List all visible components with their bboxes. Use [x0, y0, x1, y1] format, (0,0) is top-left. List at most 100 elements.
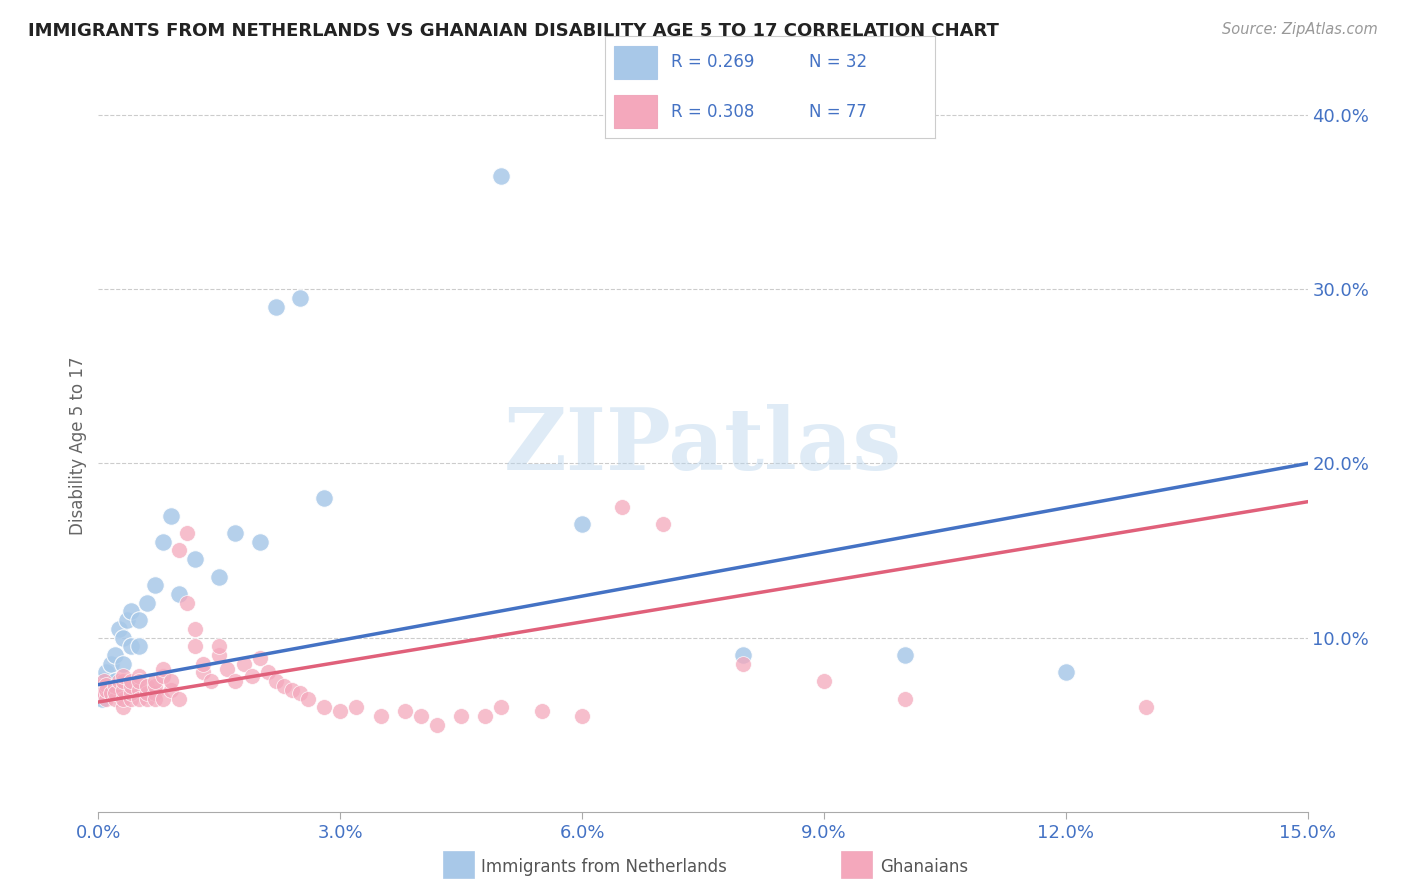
- Point: [288, 686, 311, 700]
- Point: [217, 662, 239, 676]
- Point: [100, 686, 122, 700]
- Point: [193, 665, 215, 680]
- Point: [100, 657, 122, 671]
- Point: [143, 674, 166, 689]
- Point: [96, 691, 118, 706]
- Point: [571, 517, 593, 532]
- Point: [135, 686, 157, 700]
- Point: [474, 709, 496, 723]
- Point: [491, 169, 513, 183]
- Point: [111, 700, 134, 714]
- Point: [426, 717, 449, 731]
- Point: [184, 640, 207, 654]
- Point: [135, 679, 157, 693]
- Point: [344, 700, 367, 714]
- Point: [120, 691, 142, 706]
- Point: [733, 648, 755, 662]
- Text: IMMIGRANTS FROM NETHERLANDS VS GHANAIAN DISABILITY AGE 5 TO 17 CORRELATION CHART: IMMIGRANTS FROM NETHERLANDS VS GHANAIAN …: [28, 22, 1000, 40]
- Point: [249, 534, 271, 549]
- Point: [107, 674, 129, 689]
- Point: [152, 662, 174, 676]
- Point: [1054, 665, 1077, 680]
- Point: [167, 543, 190, 558]
- Point: [224, 526, 246, 541]
- Point: [273, 679, 295, 693]
- Point: [651, 517, 673, 532]
- Point: [288, 291, 311, 305]
- Point: [160, 682, 183, 697]
- Point: [176, 526, 198, 541]
- Point: [128, 682, 150, 697]
- Point: [93, 674, 115, 689]
- FancyBboxPatch shape: [614, 46, 658, 78]
- Point: [90, 679, 112, 693]
- Point: [450, 709, 472, 723]
- Point: [152, 534, 174, 549]
- Point: [128, 613, 150, 627]
- Point: [111, 631, 134, 645]
- Point: [264, 300, 287, 314]
- Point: [120, 679, 142, 693]
- Point: [160, 674, 183, 689]
- Point: [160, 508, 183, 523]
- Point: [120, 686, 142, 700]
- Point: [128, 640, 150, 654]
- Point: [184, 552, 207, 566]
- Point: [128, 674, 150, 689]
- Point: [143, 691, 166, 706]
- Point: [370, 709, 392, 723]
- Point: [733, 657, 755, 671]
- Point: [120, 604, 142, 618]
- Point: [193, 657, 215, 671]
- Point: [135, 596, 157, 610]
- Point: [120, 674, 142, 689]
- Point: [208, 640, 231, 654]
- Point: [893, 691, 915, 706]
- Text: N = 77: N = 77: [810, 103, 868, 120]
- Point: [167, 691, 190, 706]
- Point: [91, 691, 114, 706]
- Point: [224, 674, 246, 689]
- Point: [111, 674, 134, 689]
- Point: [314, 491, 336, 506]
- Text: Ghanaians: Ghanaians: [880, 858, 969, 876]
- Point: [96, 677, 118, 691]
- Point: [409, 709, 432, 723]
- Point: [813, 674, 835, 689]
- Point: [111, 691, 134, 706]
- Point: [314, 700, 336, 714]
- Point: [176, 596, 198, 610]
- Point: [612, 500, 634, 514]
- Point: [96, 682, 118, 697]
- Point: [96, 682, 118, 697]
- Point: [103, 686, 125, 700]
- Point: [281, 682, 304, 697]
- Point: [208, 648, 231, 662]
- Point: [491, 700, 513, 714]
- Point: [152, 669, 174, 683]
- Point: [111, 669, 134, 683]
- Point: [184, 622, 207, 636]
- Point: [167, 587, 190, 601]
- Text: Immigrants from Netherlands: Immigrants from Netherlands: [481, 858, 727, 876]
- Point: [107, 622, 129, 636]
- Point: [143, 578, 166, 592]
- Point: [103, 679, 125, 693]
- Point: [297, 691, 319, 706]
- Point: [530, 704, 553, 718]
- Point: [111, 657, 134, 671]
- Point: [135, 691, 157, 706]
- Point: [103, 691, 125, 706]
- Point: [89, 682, 111, 697]
- Point: [111, 682, 134, 697]
- Point: [103, 648, 125, 662]
- Text: R = 0.269: R = 0.269: [671, 54, 754, 71]
- Point: [329, 704, 352, 718]
- Point: [91, 686, 114, 700]
- Text: R = 0.308: R = 0.308: [671, 103, 754, 120]
- Point: [143, 679, 166, 693]
- Point: [256, 665, 278, 680]
- Point: [200, 674, 222, 689]
- Point: [128, 691, 150, 706]
- Point: [152, 691, 174, 706]
